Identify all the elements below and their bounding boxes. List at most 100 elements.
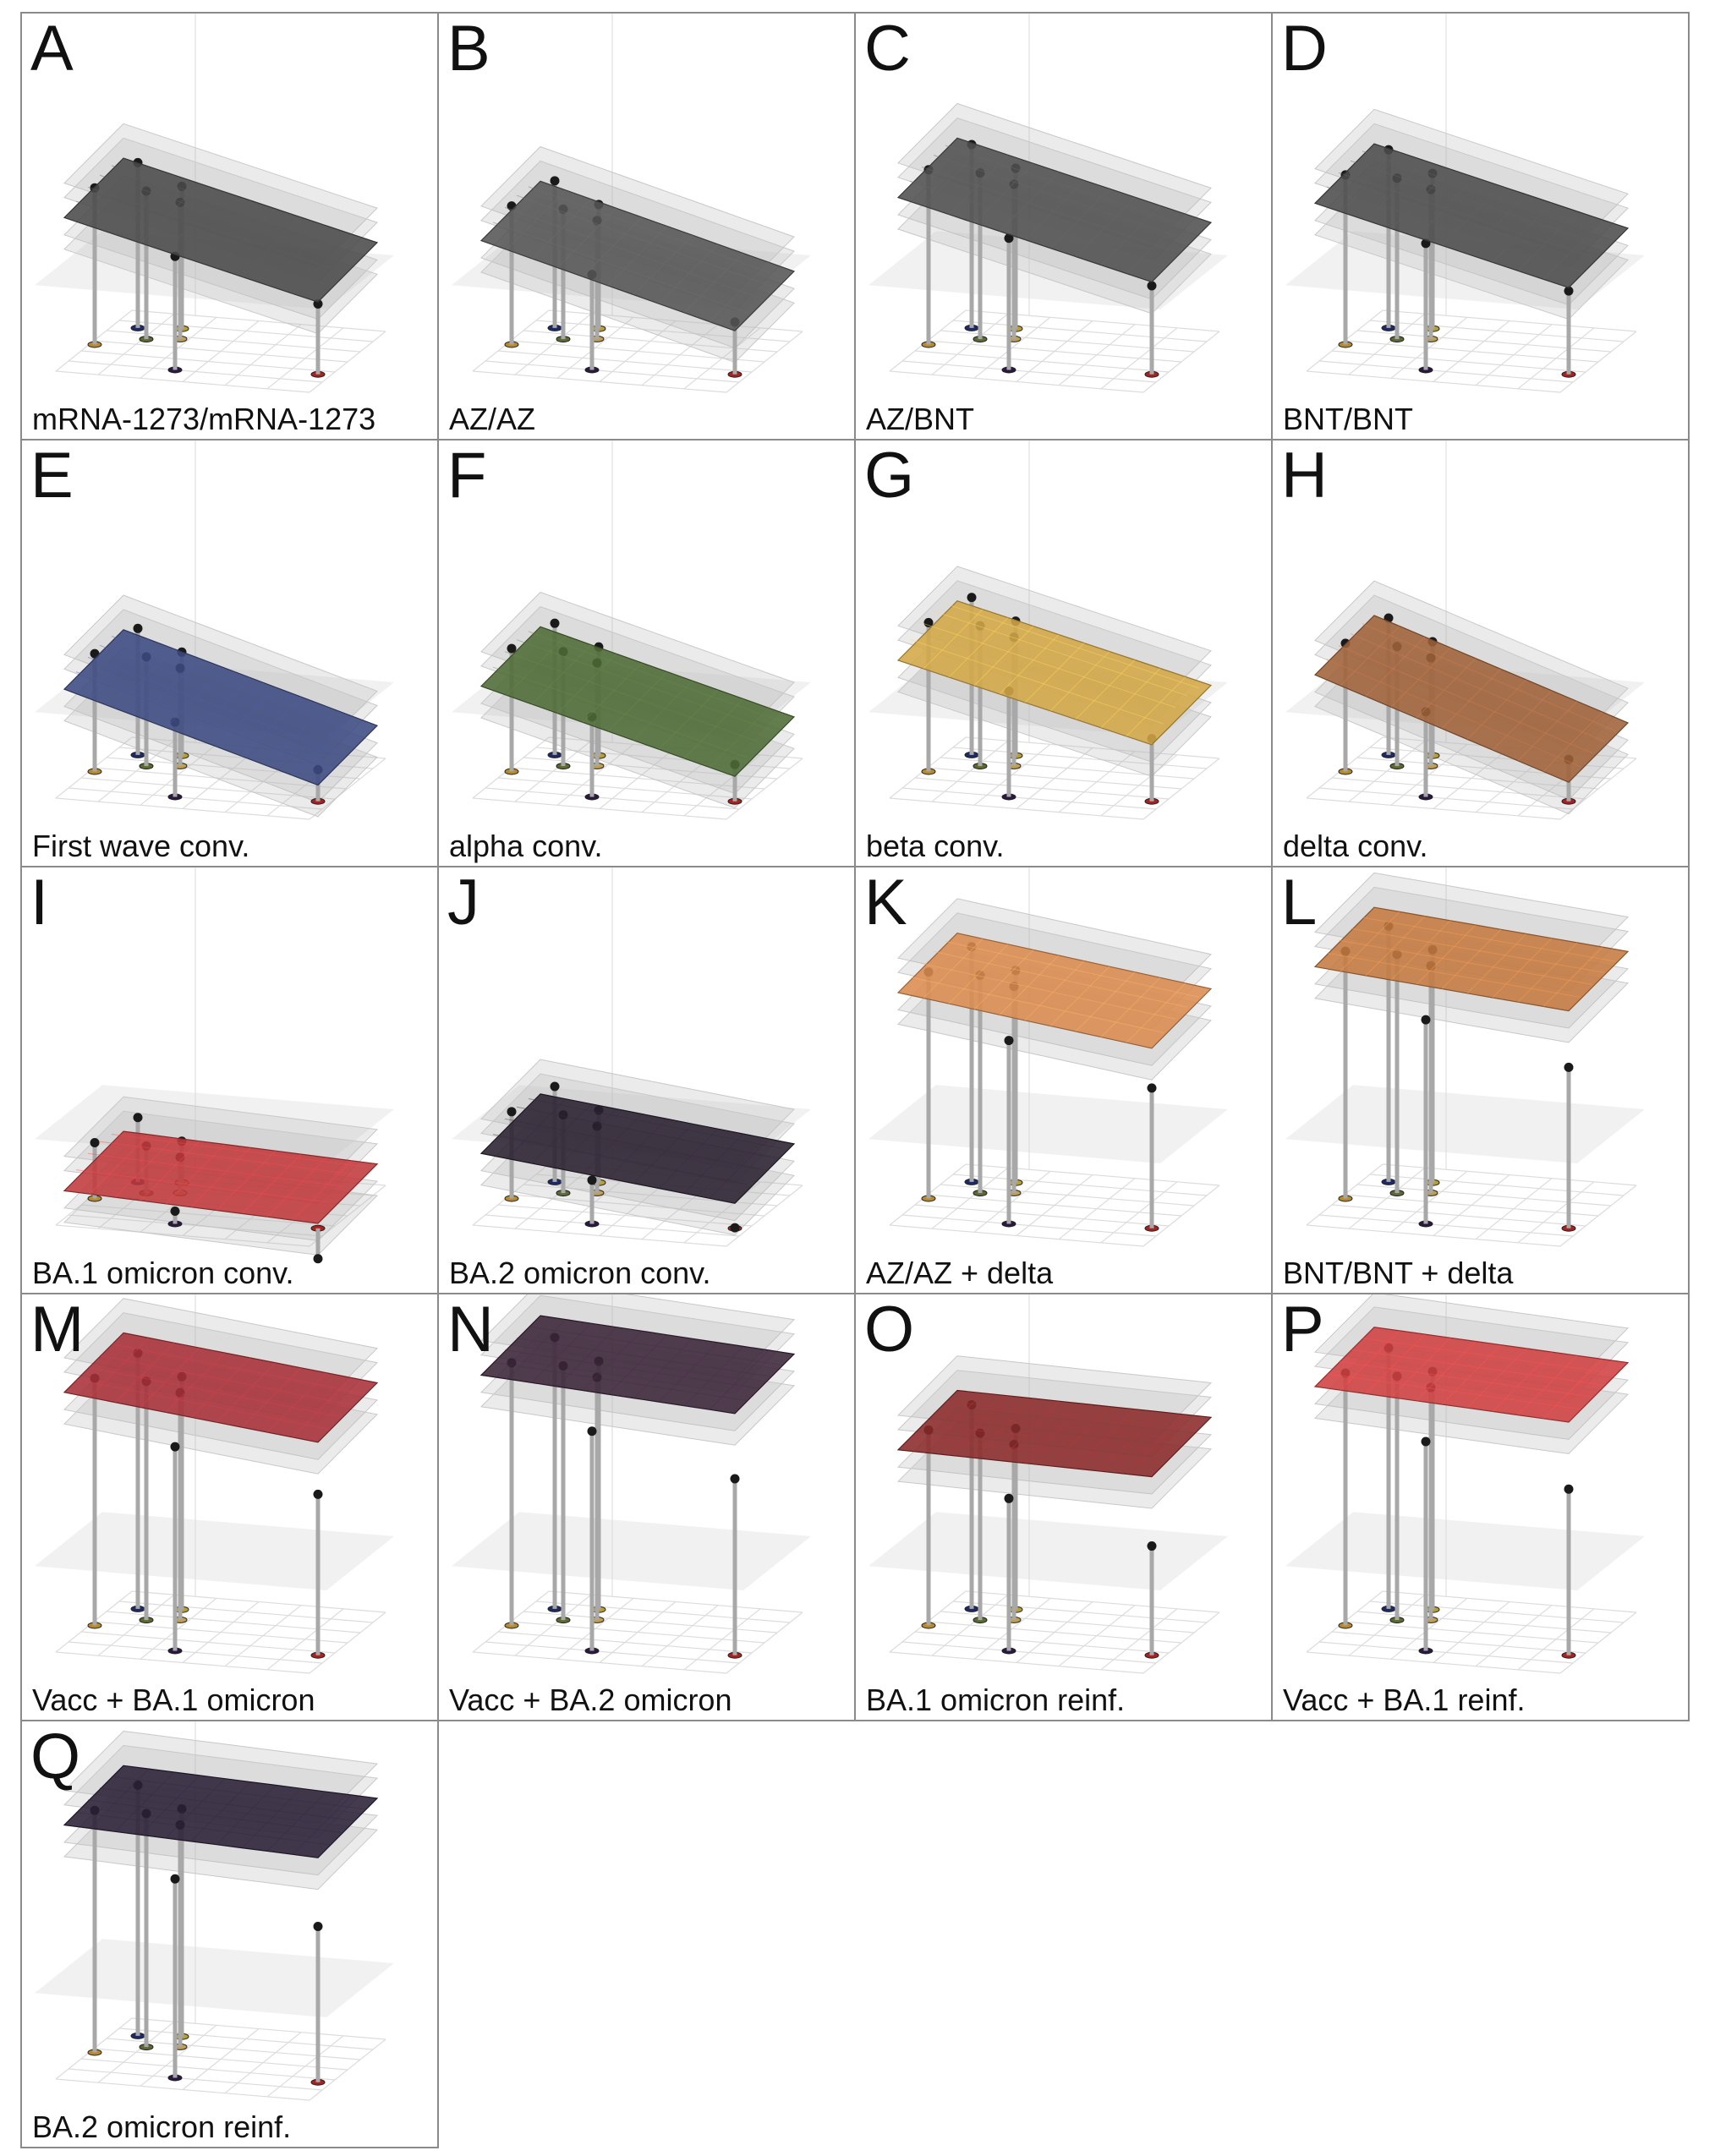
- panel-j: J BA.2 omicron conv.: [437, 866, 856, 1294]
- panel-b: B AZ/AZ: [437, 12, 856, 441]
- panel-caption: First wave conv.: [32, 829, 250, 863]
- antibody-landscape-surface: [479, 1315, 796, 1415]
- antibody-landscape-surface: [479, 626, 796, 777]
- panel-caption: mRNA-1273/mRNA-1273: [32, 402, 376, 436]
- floor-grid: [55, 1590, 386, 1674]
- titer-point-7: [313, 1489, 323, 1499]
- floor-grid: [55, 309, 386, 393]
- floor-grid: [1306, 1163, 1637, 1247]
- floor-grid: [889, 1163, 1220, 1247]
- panel-caption: AZ/BNT: [866, 402, 975, 436]
- panel-c: C AZ/BNT: [854, 12, 1273, 441]
- antibody-landscape-surface: [1313, 1327, 1630, 1423]
- panel-caption: beta conv.: [866, 829, 1005, 863]
- panel-caption: BA.1 omicron reinf.: [866, 1683, 1126, 1717]
- titer-point-2: [550, 176, 560, 186]
- titer-point-7: [313, 1254, 323, 1264]
- titer-point-7: [1147, 1541, 1157, 1551]
- panel-o: O BA.1 omicron reinf.: [854, 1293, 1273, 1721]
- antibody-landscape-surface: [896, 600, 1213, 746]
- panel-m: M Vacc + BA.1 omicron: [20, 1293, 439, 1721]
- panel-letter: I: [30, 867, 49, 938]
- panel-caption: AZ/AZ + delta: [866, 1256, 1054, 1290]
- landscape-plot: [35, 1721, 394, 2101]
- panel-letter: C: [864, 13, 911, 85]
- panel-letter: B: [447, 13, 490, 85]
- panel-letter: O: [864, 1294, 915, 1365]
- reference-plane: [868, 1085, 1228, 1164]
- panel-letter: P: [1281, 1294, 1324, 1365]
- titer-point-1: [507, 1107, 517, 1117]
- panel-d: D BNT/BNT: [1271, 12, 1690, 441]
- panel-caption: alpha conv.: [449, 829, 603, 863]
- panel-caption: BNT/BNT + delta: [1283, 1256, 1514, 1290]
- titer-point-2: [550, 618, 560, 628]
- titer-point-1: [923, 617, 934, 627]
- floor-grid: [1306, 309, 1637, 393]
- landscape-plot: [1285, 14, 1645, 393]
- titer-point-6: [170, 1442, 180, 1452]
- titer-point-2: [967, 593, 977, 603]
- titer-point-6: [1004, 1493, 1014, 1503]
- antibody-landscape-surface: [479, 180, 796, 331]
- panel-i: I BA.1 omicron conv.: [20, 866, 439, 1294]
- titer-point-6: [1421, 1015, 1431, 1025]
- panel-letter: K: [864, 867, 907, 938]
- landscape-plot: [868, 867, 1228, 1247]
- antibody-landscape-surface: [1313, 143, 1630, 288]
- landscape-plot: [452, 867, 811, 1247]
- panel-letter: J: [447, 867, 479, 938]
- reference-plane: [35, 1512, 394, 1591]
- titer-point-7: [1564, 286, 1574, 296]
- landscape-plot: [868, 14, 1228, 393]
- landscape-plot: [452, 441, 811, 820]
- panel-letter: H: [1281, 440, 1328, 512]
- antibody-landscape-surface: [896, 1389, 1213, 1478]
- panel-caption: Vacc + BA.1 omicron: [32, 1683, 315, 1717]
- titer-point-6: [587, 1426, 597, 1436]
- panel-e: E First wave conv.: [20, 439, 439, 867]
- landscape-plot: [452, 1294, 811, 1674]
- antibody-landscape-surface: [63, 629, 379, 786]
- titer-point-6: [587, 1175, 597, 1185]
- titer-point-7: [1564, 1484, 1574, 1494]
- antibody-landscape-surface: [63, 1332, 379, 1443]
- reference-plane: [868, 1512, 1228, 1591]
- landscape-plot: [35, 14, 394, 393]
- panel-l: L BNT/BNT + delta: [1271, 866, 1690, 1294]
- panel-caption: BNT/BNT: [1283, 402, 1414, 436]
- panel-letter: F: [447, 440, 487, 512]
- antibody-landscape-surface: [63, 1765, 379, 1858]
- antibody-landscape-surface: [896, 137, 1213, 283]
- titer-point-7: [1147, 281, 1157, 291]
- landscape-plot: [35, 867, 394, 1264]
- titer-point-7: [730, 1223, 740, 1233]
- landscape-plot: [35, 1294, 394, 1674]
- titer-point-7: [730, 1474, 740, 1484]
- panel-k: K AZ/AZ + delta: [854, 866, 1273, 1294]
- panel-n: N Vacc + BA.2 omicron: [437, 1293, 856, 1721]
- panel-letter: G: [864, 440, 915, 512]
- titer-point-7: [1564, 1062, 1574, 1072]
- titer-point-6: [1004, 233, 1014, 244]
- landscape-plot: [35, 441, 394, 820]
- panel-caption: BA.1 omicron conv.: [32, 1256, 294, 1290]
- antibody-landscape-surface: [1313, 906, 1630, 1012]
- floor-grid: [889, 309, 1220, 393]
- panel-q: Q BA.2 omicron reinf.: [20, 1720, 439, 2148]
- antigen-pins: [921, 942, 1159, 1232]
- titer-point-1: [90, 1138, 100, 1148]
- panel-caption: BA.2 omicron reinf.: [32, 2109, 292, 2144]
- antibody-landscape-surface: [896, 933, 1213, 1049]
- panel-letter: A: [30, 13, 74, 85]
- landscape-plot: [452, 14, 811, 393]
- floor-grid: [55, 2017, 386, 2101]
- antibody-landscape-surface: [1313, 615, 1630, 783]
- reference-plane: [452, 1512, 811, 1591]
- titer-point-2: [133, 1113, 143, 1123]
- titer-point-6: [170, 1207, 180, 1217]
